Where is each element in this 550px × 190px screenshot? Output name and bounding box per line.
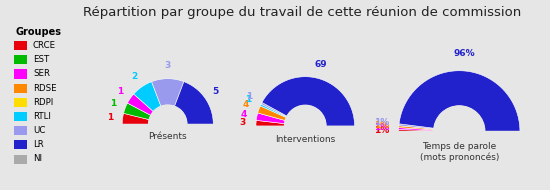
Text: LR: LR [33,140,43,149]
Polygon shape [108,124,227,174]
Text: 1%: 1% [375,118,389,127]
Polygon shape [381,131,538,190]
Text: 1%: 1% [374,126,389,135]
Polygon shape [174,82,213,124]
Polygon shape [128,94,153,115]
Circle shape [434,106,485,157]
Text: RDSE: RDSE [33,84,57,93]
Text: Groupes: Groupes [15,27,62,37]
Polygon shape [124,103,151,120]
Bar [14,140,27,149]
Text: Interventions: Interventions [275,135,336,144]
Bar [14,55,27,64]
Text: 5: 5 [212,87,219,96]
Bar [14,126,27,135]
Text: 4: 4 [243,100,249,109]
Text: CRCE: CRCE [33,41,56,50]
Text: 1%: 1% [374,123,389,132]
Text: 1: 1 [117,87,123,96]
Text: SER: SER [33,69,50,78]
Bar [14,70,27,78]
Bar [14,84,27,93]
Text: UC: UC [33,126,45,135]
Polygon shape [399,126,434,130]
Text: 4: 4 [240,109,246,119]
Text: RDPI: RDPI [33,98,53,107]
Polygon shape [261,102,287,117]
Text: Répartition par groupe du travail de cette réunion de commission: Répartition par groupe du travail de cet… [84,6,521,19]
Text: 1: 1 [107,113,113,122]
Bar [14,154,27,164]
Circle shape [284,105,326,147]
Polygon shape [399,71,520,131]
Text: Présents: Présents [148,132,187,141]
Text: 1: 1 [245,95,251,104]
Polygon shape [241,126,370,180]
Polygon shape [399,124,434,129]
Polygon shape [260,104,287,118]
Polygon shape [122,113,149,124]
Polygon shape [399,130,434,131]
Text: 2: 2 [131,72,138,81]
Text: 1%: 1% [374,121,389,130]
Polygon shape [256,120,285,126]
Text: 69: 69 [315,60,327,69]
Polygon shape [256,113,285,124]
Text: 3: 3 [164,61,171,70]
Text: Temps de parole
(mots prononcés): Temps de parole (mots prononcés) [420,142,499,162]
Text: 3: 3 [239,118,245,127]
Bar [14,41,27,50]
Text: 96%: 96% [453,49,475,58]
Bar [14,98,27,107]
Polygon shape [262,77,355,126]
Polygon shape [258,106,287,120]
Bar [14,112,27,121]
Polygon shape [152,79,184,106]
Polygon shape [134,82,161,112]
Text: 1: 1 [246,93,252,101]
Polygon shape [399,128,434,131]
Text: RTLI: RTLI [33,112,51,121]
Circle shape [148,105,187,143]
Text: EST: EST [33,55,49,64]
Text: NI: NI [33,154,42,163]
Text: 1: 1 [110,99,117,108]
